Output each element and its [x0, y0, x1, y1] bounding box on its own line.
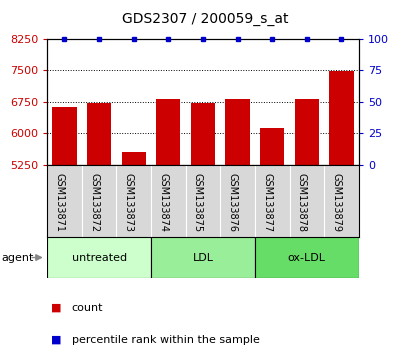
Text: untreated: untreated — [71, 252, 126, 263]
Bar — [225, 99, 249, 165]
Text: ox-LDL: ox-LDL — [287, 252, 325, 263]
Bar — [190, 103, 215, 165]
Text: ■: ■ — [51, 303, 62, 313]
Text: ■: ■ — [51, 335, 62, 345]
Bar — [328, 71, 353, 165]
Bar — [259, 128, 283, 165]
Text: GSM133873: GSM133873 — [124, 173, 133, 232]
Text: GSM133877: GSM133877 — [261, 173, 272, 233]
Bar — [151, 237, 254, 278]
Text: GSM133872: GSM133872 — [89, 173, 99, 233]
Text: percentile rank within the sample: percentile rank within the sample — [72, 335, 259, 345]
Text: GSM133876: GSM133876 — [227, 173, 237, 232]
Text: LDL: LDL — [192, 252, 213, 263]
Bar — [52, 107, 76, 165]
Text: agent: agent — [1, 252, 33, 263]
Text: GSM133878: GSM133878 — [296, 173, 306, 232]
Text: GSM133871: GSM133871 — [54, 173, 64, 232]
Text: GSM133875: GSM133875 — [193, 173, 202, 233]
Text: count: count — [72, 303, 103, 313]
Bar — [47, 237, 151, 278]
Bar — [156, 99, 180, 165]
Bar — [121, 153, 146, 165]
Text: GSM133879: GSM133879 — [330, 173, 341, 232]
Bar — [294, 99, 318, 165]
Bar — [254, 237, 358, 278]
Text: GSM133874: GSM133874 — [158, 173, 168, 232]
Bar — [87, 103, 111, 165]
Text: GDS2307 / 200059_s_at: GDS2307 / 200059_s_at — [121, 12, 288, 27]
